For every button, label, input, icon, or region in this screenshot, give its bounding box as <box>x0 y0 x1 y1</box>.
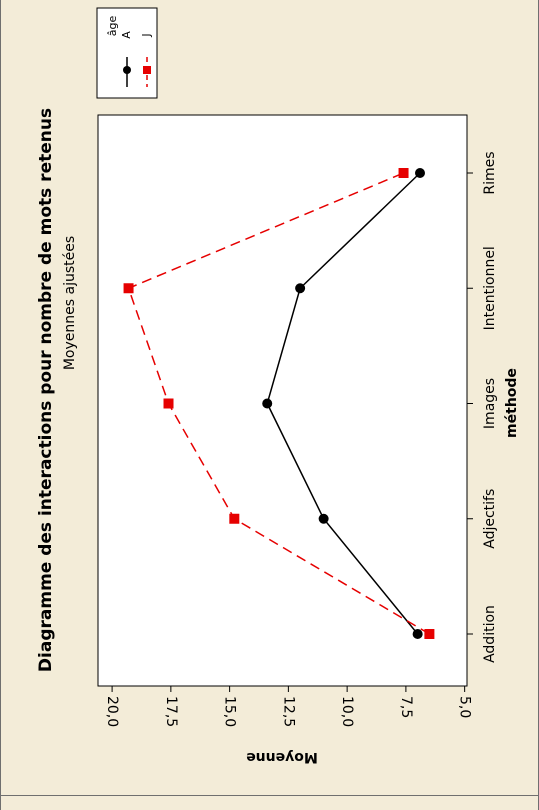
legend-marker-j <box>143 66 151 74</box>
value-tick-label: 10,0 <box>339 696 355 727</box>
category-tick-label: Intentionnel <box>482 246 498 330</box>
category-tick-label: Images <box>482 378 498 429</box>
value-tick-label: 17,5 <box>163 696 179 727</box>
y-axis-label: Moyenne <box>246 749 318 765</box>
value-tick-label: 12,5 <box>280 696 296 727</box>
series-j-point <box>229 513 240 524</box>
x-axis-label: méthode <box>504 368 520 438</box>
series-j-point <box>424 629 435 639</box>
category-tick-label: Addition <box>482 605 498 663</box>
category-tick-label: Rimes <box>482 151 498 194</box>
plot-area <box>97 114 468 687</box>
series-j-point <box>123 283 134 294</box>
legend-label-a: A <box>120 31 133 39</box>
series-j-point <box>163 398 174 409</box>
chart-subtitle: Moyennes ajustées <box>62 236 78 370</box>
series-j-point <box>398 168 409 178</box>
category-tick-label: Adjectifs <box>482 489 498 549</box>
series-a-point <box>262 398 273 409</box>
value-tick-label: 15,0 <box>222 696 238 727</box>
legend-label-j: J <box>140 33 153 37</box>
value-tick-label: 7,5 <box>398 696 414 718</box>
value-tick-label: 5,0 <box>457 696 473 718</box>
chart-title: Diagramme des interactions pour nombre d… <box>36 108 56 672</box>
series-a-point <box>414 168 425 178</box>
series-a-point <box>295 283 306 294</box>
legend-title: âge <box>106 16 119 37</box>
series-a-point <box>412 629 423 639</box>
series-a-point <box>318 513 329 524</box>
value-tick-label: 20,0 <box>104 696 120 727</box>
legend-marker-a <box>123 66 131 74</box>
